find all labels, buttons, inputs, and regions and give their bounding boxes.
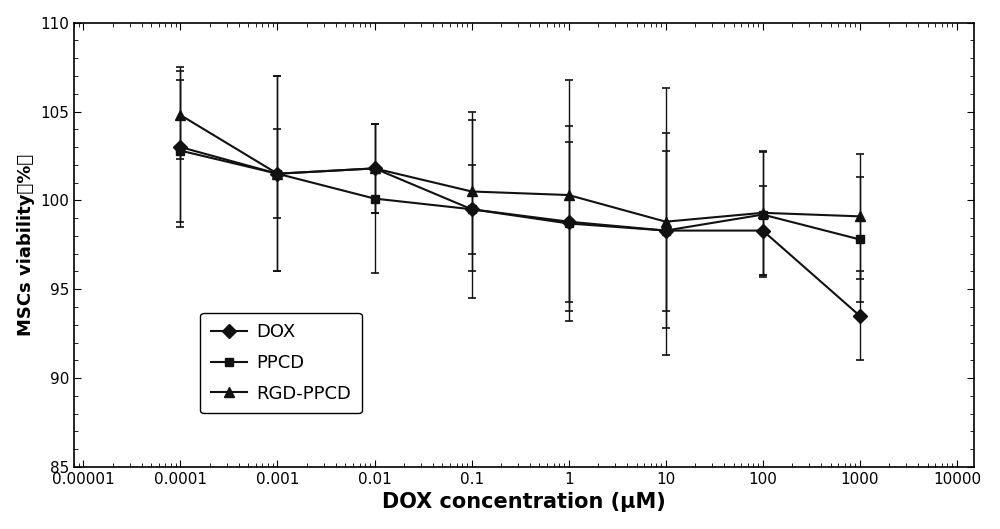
Y-axis label: MSCs viability（%）: MSCs viability（%）: [17, 154, 35, 336]
X-axis label: DOX concentration (μM): DOX concentration (μM): [382, 492, 666, 512]
Legend: DOX, PPCD, RGD-PPCD: DOX, PPCD, RGD-PPCD: [200, 313, 362, 414]
